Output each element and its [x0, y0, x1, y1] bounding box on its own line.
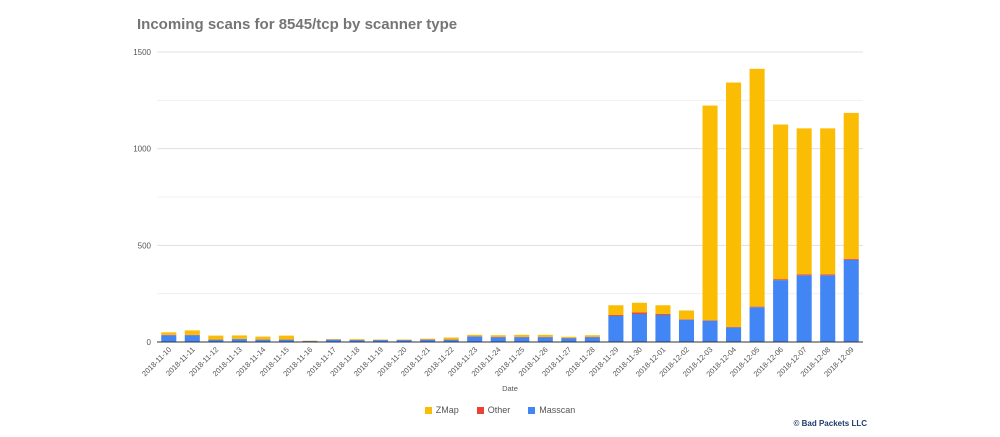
bar-zmap [584, 335, 600, 337]
bar-zmap [161, 332, 177, 335]
bar-other [820, 274, 836, 276]
bar-zmap [631, 302, 647, 313]
bar-zmap [255, 336, 271, 340]
bar-zmap [820, 128, 836, 275]
bar-zmap [278, 335, 294, 340]
bar-other [702, 320, 718, 321]
bar-zmap [796, 128, 812, 275]
bar-zmap [420, 338, 436, 340]
bar-masscan [278, 339, 294, 342]
bar-other [631, 312, 647, 314]
bar-masscan [208, 339, 224, 342]
bar-masscan [490, 337, 506, 342]
bar-masscan [796, 275, 812, 342]
bar-zmap [702, 105, 718, 321]
y-tick-label: 1500 [133, 48, 151, 57]
bar-masscan [325, 339, 342, 342]
bar-masscan [255, 339, 271, 342]
bar-masscan [467, 336, 483, 342]
bar-masscan [749, 307, 765, 342]
chart-title: Incoming scans for 8545/tcp by scanner t… [137, 16, 458, 33]
bar-zmap [561, 336, 577, 338]
bar-zmap [514, 334, 530, 337]
bar-masscan [231, 339, 247, 342]
y-tick-label: 0 [147, 338, 152, 347]
bar-other [749, 306, 765, 308]
copyright-text: © Bad Packets LLC [793, 419, 867, 428]
bar-masscan [561, 338, 577, 342]
legend-item-zmap: ZMap [424, 405, 459, 415]
bar-zmap [749, 68, 765, 307]
bar-masscan [655, 314, 671, 342]
y-tick-label: 1000 [133, 145, 151, 154]
bar-zmap [231, 335, 247, 339]
bar-masscan [443, 339, 459, 342]
chart-legend: ZMap Other Masscan [0, 405, 1000, 415]
bar-zmap [678, 310, 695, 320]
bar-masscan [514, 337, 530, 342]
bar-masscan [631, 313, 647, 342]
bar-zmap [655, 305, 671, 314]
x-axis-title: Date [502, 384, 518, 393]
bar-masscan [184, 335, 200, 342]
legend-swatch [476, 406, 484, 414]
bar-masscan [726, 327, 742, 342]
bar-zmap [537, 334, 553, 337]
bar-zmap [184, 330, 200, 335]
bar-masscan [161, 335, 177, 342]
bar-masscan [420, 339, 436, 342]
legend-item-masscan: Masscan [528, 405, 575, 415]
bar-zmap [726, 82, 742, 328]
bar-masscan [702, 320, 718, 342]
bar-masscan [608, 315, 624, 342]
bar-masscan [584, 337, 600, 342]
bar-masscan [349, 340, 365, 342]
bar-other [678, 319, 695, 320]
bar-zmap [608, 305, 624, 315]
legend-label: ZMap [435, 405, 459, 415]
bar-other [655, 313, 671, 315]
legend-label: Masscan [539, 405, 576, 415]
bar-zmap [467, 334, 483, 337]
legend-item-other: Other [476, 405, 511, 415]
bar-masscan [773, 280, 789, 342]
bar-other [843, 258, 859, 260]
bar-zmap [490, 335, 506, 337]
bar-masscan [396, 340, 412, 342]
bar-zmap [349, 339, 365, 340]
bar-zmap [208, 335, 224, 340]
legend-swatch [424, 406, 432, 414]
bar-masscan [820, 275, 836, 342]
bar-zmap [843, 112, 859, 259]
bar-masscan [373, 340, 389, 342]
y-tick-label: 500 [138, 241, 152, 250]
bar-other [773, 279, 789, 281]
bar-masscan [843, 259, 859, 342]
legend-swatch [528, 406, 536, 414]
legend-label: Other [487, 405, 511, 415]
bar-other [796, 274, 812, 276]
bar-zmap [773, 124, 789, 280]
bar-zmap [443, 337, 459, 340]
bar-masscan [537, 337, 553, 342]
bar-other [608, 314, 624, 316]
bar-masscan [678, 319, 695, 342]
